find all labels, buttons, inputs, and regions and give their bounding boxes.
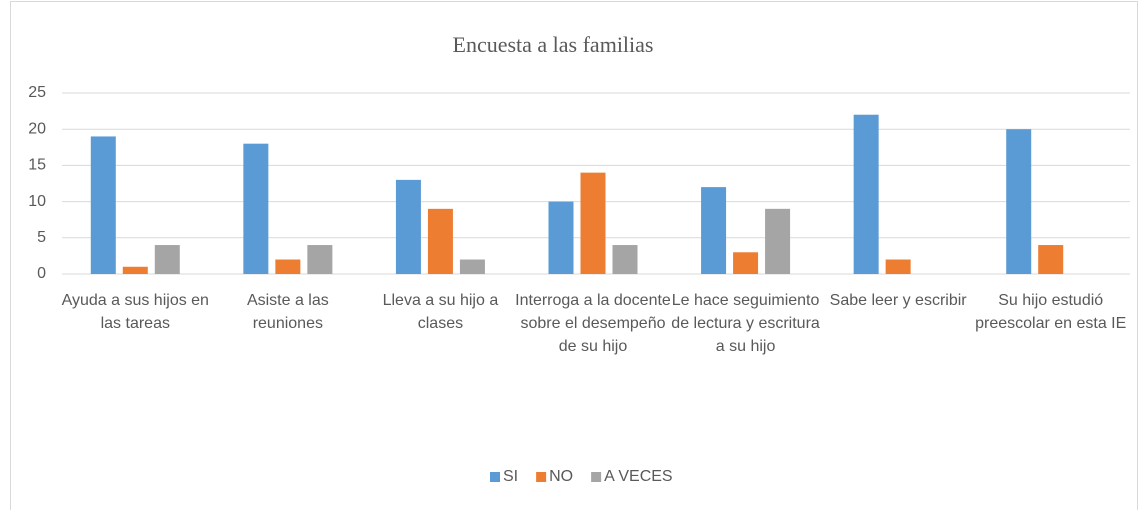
legend-label: A VECES [604,468,672,485]
bar [548,201,574,274]
y-tick-label: 25 [28,84,46,101]
y-tick-label: 0 [37,265,46,282]
bar [427,208,453,274]
bar [612,245,638,274]
chart-border [10,1,1138,510]
x-tick-label: Le hace seguimiento de lectura y escritu… [671,292,820,355]
y-tick-label: 20 [28,120,46,137]
bar [1006,129,1032,274]
bar [122,266,148,274]
x-tick-label: Ayuda a sus hijos en las tareas [61,292,209,332]
bar [701,187,727,274]
bar [307,245,333,274]
chart-title: Encuesta a las familias [453,32,654,57]
bar [885,259,911,274]
y-tick-label: 10 [28,193,46,210]
legend-swatch [591,472,602,482]
bar [733,252,759,274]
legend-swatch [490,472,500,482]
x-tick-label: Lleva a su hijo a clases [382,292,499,332]
y-tick-label: 5 [37,229,46,246]
bar [395,179,421,274]
bar [765,208,791,274]
legend-label: NO [549,468,573,485]
bar [154,245,180,274]
x-tick-label: Sabe leer y escribir [829,292,967,309]
bar [1038,245,1064,274]
x-tick-label: Interroga a la docente sobre el desempeñ… [515,292,671,355]
bar [580,172,606,274]
bar [853,114,879,274]
x-tick-label: Su hijo estudió preescolar en esta IE [975,292,1127,332]
x-tick-label: Asiste a las reuniones [246,292,329,332]
bar [90,136,116,274]
bar [459,259,485,274]
bar [243,143,269,274]
bar [275,259,301,274]
legend-label: SI [503,468,518,485]
y-tick-label: 15 [28,157,46,174]
legend-swatch [536,472,547,482]
